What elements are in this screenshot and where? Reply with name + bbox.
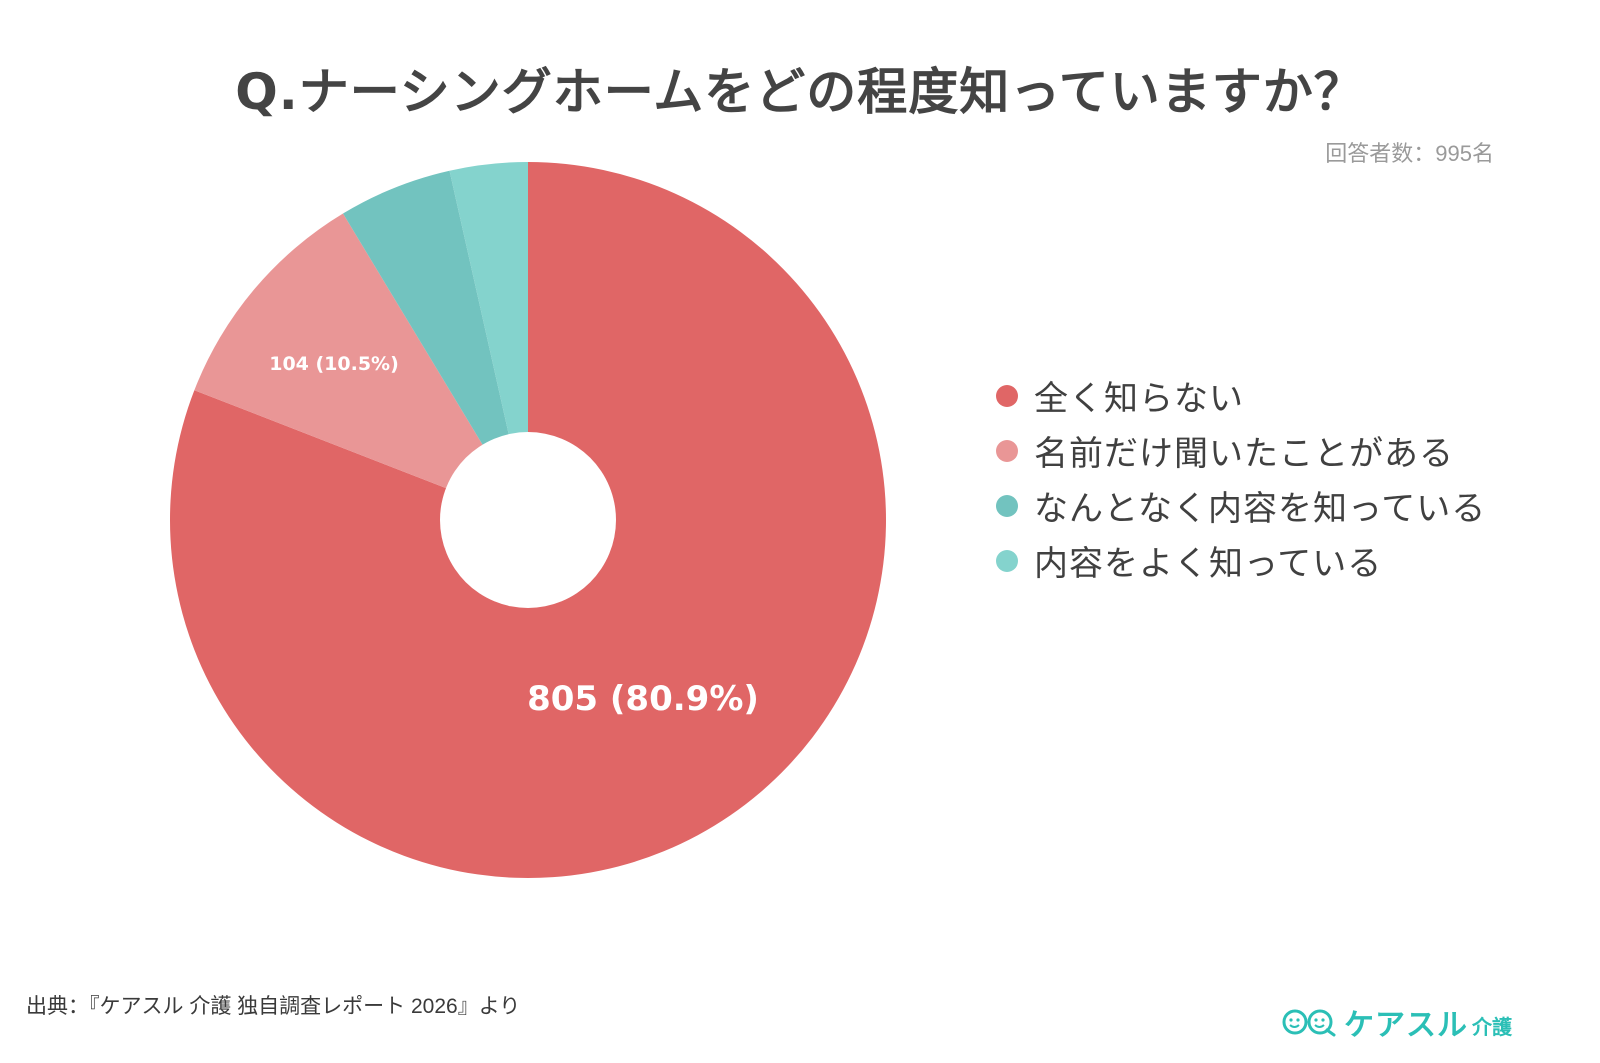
legend-dot-icon	[996, 384, 1018, 407]
source-note: 出典：『ケアスル 介護 独自調査レポート 2026』より	[26, 995, 521, 1018]
slice-well-known	[449, 162, 528, 520]
legend-item-not-known: 全く知らない	[996, 368, 1486, 423]
legend-dot-icon	[996, 549, 1018, 572]
legend-label: 内容をよく知っている	[1034, 544, 1383, 584]
legend-item-well-known: 内容をよく知っている	[996, 533, 1486, 588]
legend-dot-icon	[996, 494, 1018, 517]
smiley-faces-icon	[1282, 1007, 1338, 1037]
donut-hole	[440, 432, 616, 608]
legend-label: 名前だけ聞いたことがある	[1034, 434, 1454, 474]
legend-label: なんとなく内容を知っている	[1034, 489, 1487, 529]
legend-item-somewhat-known: なんとなく内容を知っている	[996, 478, 1486, 533]
legend: 全く知らない 名前だけ聞いたことがある なんとなく内容を知っている 内容をよく知…	[996, 368, 1486, 588]
slice-somewhat-known	[342, 170, 528, 520]
logo-text: ケアスル	[1344, 1008, 1468, 1043]
chart-title: Q.ナーシングホームをどの程度知っていますか？	[235, 63, 1365, 121]
legend-label: 全く知らない	[1034, 379, 1244, 419]
legend-item-name-only: 名前だけ聞いたことがある	[996, 423, 1486, 478]
respondent-count: 回答者数：995名	[1325, 141, 1494, 166]
slice-label-not-known: 805 (80.9%)	[527, 679, 759, 719]
brand-logo: ケアスル 介護	[1282, 1000, 1512, 1044]
logo-subtext: 介護	[1472, 1014, 1512, 1039]
legend-dot-icon	[996, 439, 1018, 462]
slice-label-name-only: 104 (10.5%)	[269, 353, 399, 375]
slice-name-only	[194, 213, 528, 521]
